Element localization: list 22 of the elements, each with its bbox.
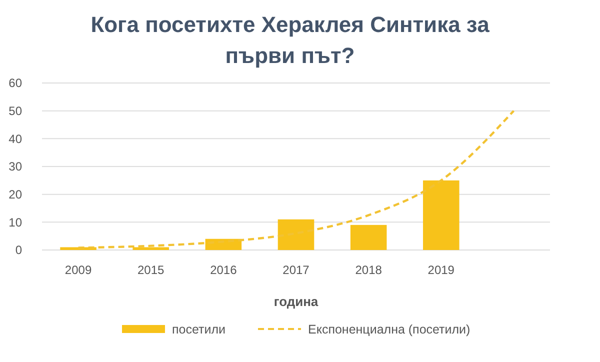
x-tick-label: 2009 [64, 263, 92, 277]
x-tick-label: 2018 [355, 263, 382, 277]
x-tick-label: 2019 [428, 263, 455, 277]
y-tick-label: 30 [8, 160, 22, 174]
x-tick-label: 2016 [210, 263, 238, 277]
bar [350, 224, 387, 250]
y-tick-label: 40 [8, 132, 22, 146]
y-tick-label: 50 [8, 104, 22, 118]
bar [278, 219, 314, 250]
bar [132, 247, 169, 250]
y-tick-label: 60 [8, 76, 22, 90]
x-tick-label: 2015 [138, 263, 165, 277]
y-tick-label: 0 [15, 243, 22, 258]
y-tick-label: 10 [8, 215, 22, 230]
legend-label: Експоненциална (посетили) [308, 322, 470, 336]
line-series [77, 110, 515, 249]
legend-label: посетили [172, 322, 226, 336]
bar [423, 180, 460, 250]
chart-title: Кога посетихте Хераклея Синтика за първи път? [90, 12, 490, 68]
x-tick-label: 2017 [282, 263, 310, 277]
x-axis-title: година [274, 294, 319, 309]
y-tick-label: 20 [8, 188, 22, 202]
